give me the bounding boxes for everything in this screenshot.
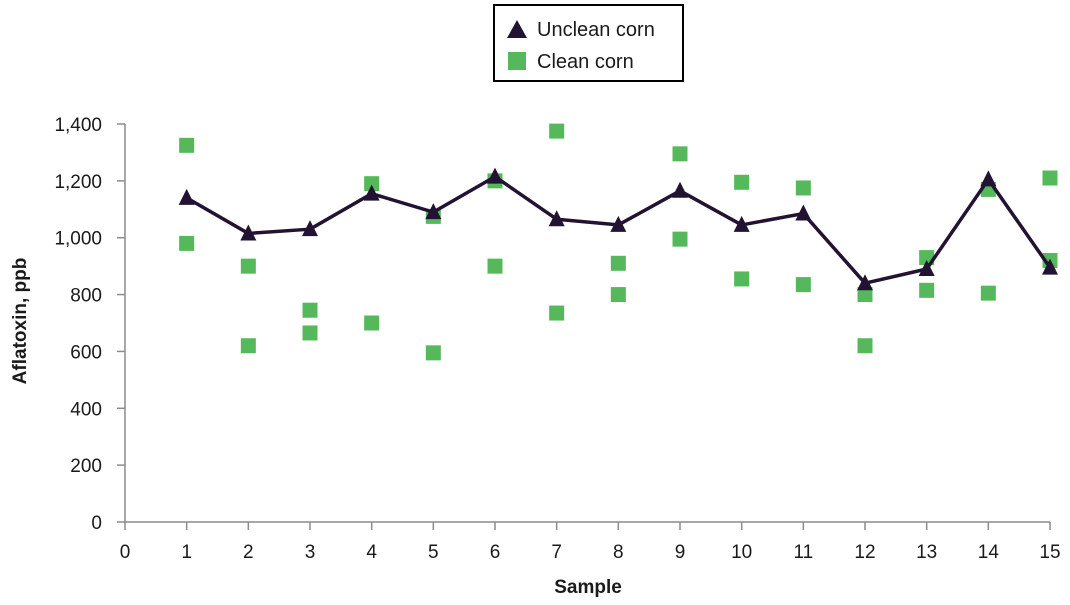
unclean-corn-point xyxy=(672,181,688,198)
series-unclean-corn xyxy=(178,167,1058,291)
clean-corn-point xyxy=(795,277,811,293)
unclean-corn-point xyxy=(918,259,935,276)
legend-label-clean: Clean corn xyxy=(537,51,634,73)
clean-corn-point xyxy=(240,258,256,274)
x-tick-label: 14 xyxy=(978,542,1000,563)
clean-corn-point xyxy=(672,146,688,162)
x-tick-label: 4 xyxy=(366,542,377,563)
clean-corn-point xyxy=(549,123,565,139)
unclean-corn-point xyxy=(240,224,257,241)
clean-corn-point xyxy=(240,338,256,354)
unclean-corn-point xyxy=(733,215,750,232)
unclean-corn-point xyxy=(302,220,318,237)
x-tick-label: 7 xyxy=(551,542,562,563)
y-tick-label: 800 xyxy=(70,286,102,307)
unclean-corn-point xyxy=(1042,258,1058,275)
clean-corn-point xyxy=(980,285,996,301)
y-tick-label: 600 xyxy=(70,342,102,363)
clean-corn-point xyxy=(672,231,688,247)
y-tick-label: 400 xyxy=(70,399,102,420)
legend-square-marker xyxy=(508,52,526,70)
clean-corn-point xyxy=(549,305,565,321)
x-tick-label: 9 xyxy=(675,542,686,563)
clean-corn-point xyxy=(302,302,318,318)
clean-corn-point xyxy=(179,235,195,251)
unclean-corn-point xyxy=(487,167,503,184)
legend-label-unclean: Unclean corn xyxy=(537,19,655,41)
clean-corn-point xyxy=(179,137,195,153)
x-tick-label: 1 xyxy=(181,542,192,563)
legend-triangle-marker xyxy=(507,20,527,38)
clean-corn-point xyxy=(425,345,441,361)
clean-corn-point xyxy=(302,325,318,341)
clean-corn-point xyxy=(364,315,380,331)
x-tick-label: 0 xyxy=(120,542,131,563)
unclean-corn-point xyxy=(363,184,380,201)
legend: Unclean corn Clean corn xyxy=(493,4,684,82)
y-axis-title: Aflatoxin, ppb xyxy=(10,258,31,385)
clean-corn-point xyxy=(734,174,750,190)
unclean-corn-point xyxy=(610,215,627,232)
x-axis-title: Sample xyxy=(554,577,622,598)
x-tick-label: 3 xyxy=(305,542,316,563)
x-tick-label: 8 xyxy=(613,542,624,563)
x-tick-label: 11 xyxy=(793,542,813,563)
unclean-corn-point xyxy=(178,188,195,205)
clean-corn-point xyxy=(610,255,626,271)
x-tick-label: 15 xyxy=(1039,542,1060,563)
unclean-corn-point xyxy=(425,203,442,220)
x-tick-label: 2 xyxy=(243,542,254,563)
unclean-corn-point xyxy=(857,274,873,291)
unclean-corn-point xyxy=(980,170,997,187)
clean-corn-point xyxy=(919,282,935,298)
clean-corn-point xyxy=(857,338,873,354)
unclean-corn-point xyxy=(795,204,812,221)
y-tick-label: 0 xyxy=(91,513,102,534)
y-tick-label: 200 xyxy=(70,456,102,477)
y-tick-label: 1,200 xyxy=(54,172,102,193)
unclean-corn-point xyxy=(548,210,565,227)
clean-corn-point xyxy=(610,287,626,303)
x-tick-label: 12 xyxy=(854,542,875,563)
x-tick-label: 5 xyxy=(428,542,439,563)
clean-corn-point xyxy=(1042,170,1058,186)
x-tick-label: 6 xyxy=(490,542,501,563)
clean-corn-point xyxy=(487,258,503,274)
clean-corn-point xyxy=(364,176,380,192)
y-tick-label: 1,400 xyxy=(54,115,102,136)
x-tick-label: 10 xyxy=(731,542,752,563)
clean-corn-point xyxy=(857,287,873,303)
x-tick-label: 13 xyxy=(916,542,937,563)
series-clean-corn xyxy=(179,123,1058,361)
y-tick-label: 1,000 xyxy=(54,229,102,250)
clean-corn-point xyxy=(795,180,811,196)
clean-corn-point xyxy=(734,271,750,287)
